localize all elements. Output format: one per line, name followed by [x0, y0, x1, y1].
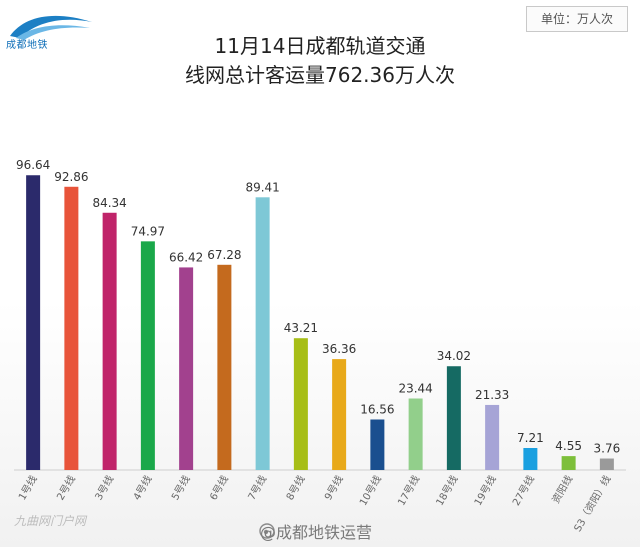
watermark: 九曲网门户网 — [14, 514, 87, 528]
x-tick-label-16: S3（资阳）线 — [571, 473, 614, 534]
bar-9 — [332, 359, 347, 470]
data-label-15: 4.55 — [555, 439, 582, 453]
data-label-12: 34.02 — [437, 349, 471, 363]
bar-5 — [179, 267, 194, 470]
x-tick-label-5: 5号线 — [168, 473, 192, 502]
x-tick-label-11: 17号线 — [395, 473, 423, 508]
data-label-4: 74.97 — [131, 224, 165, 238]
data-label-2: 92.86 — [54, 170, 88, 184]
x-tick-label-12: 18号线 — [433, 473, 461, 508]
x-tick-label-1: 1号线 — [15, 473, 39, 502]
data-label-14: 7.21 — [517, 431, 544, 445]
metro-logo-icon — [10, 15, 92, 40]
bar-15 — [561, 456, 576, 470]
data-label-11: 23.44 — [398, 382, 432, 396]
logo-brand-text: 成都地铁 — [6, 40, 48, 51]
x-tick-label-13: 19号线 — [471, 473, 499, 508]
data-label-10: 16.56 — [360, 402, 394, 416]
bar-16 — [599, 458, 614, 470]
unit-label: 单位：万人次 — [526, 6, 628, 32]
x-tick-label-7: 7号线 — [245, 473, 269, 502]
footer-weibo-handle: @成都地铁运营 — [260, 523, 373, 542]
x-tick-label-10: 10号线 — [356, 473, 384, 508]
data-label-8: 43.21 — [284, 321, 318, 335]
bar-12 — [446, 366, 461, 470]
x-tick-label-15: 资阳线 — [549, 473, 575, 505]
x-tick-label-14: 27号线 — [509, 473, 537, 508]
x-tick-label-4: 4号线 — [130, 473, 154, 502]
bar-14 — [523, 448, 538, 470]
x-tick-label-8: 8号线 — [283, 473, 307, 502]
data-label-6: 67.28 — [207, 248, 241, 262]
bar-10 — [370, 419, 385, 470]
data-label-13: 21.33 — [475, 388, 509, 402]
bar-13 — [485, 404, 500, 470]
data-label-5: 66.42 — [169, 250, 203, 264]
data-label-9: 36.36 — [322, 342, 356, 356]
chart-title-line2: 线网总计客运量762.36万人次 — [185, 63, 455, 87]
x-tick-label-9: 9号线 — [321, 473, 345, 502]
data-label-1: 96.64 — [16, 158, 50, 172]
chart-title-line1: 11月14日成都轨道交通 — [214, 34, 426, 58]
data-label-7: 89.41 — [245, 180, 279, 194]
bar-7 — [255, 197, 270, 470]
x-tick-label-6: 6号线 — [207, 473, 231, 502]
data-label-16: 3.76 — [594, 442, 621, 456]
x-tick-label-2: 2号线 — [54, 473, 78, 502]
bar-2 — [64, 186, 79, 471]
weibo-icon — [259, 523, 275, 539]
x-tick-label-3: 3号线 — [92, 473, 116, 502]
bar-6 — [217, 264, 232, 470]
bar-4 — [140, 241, 155, 470]
bar-3 — [102, 212, 117, 470]
bar-8 — [293, 338, 308, 470]
bar-11 — [408, 398, 423, 470]
data-label-3: 84.34 — [92, 196, 126, 210]
bar-1 — [26, 175, 41, 471]
